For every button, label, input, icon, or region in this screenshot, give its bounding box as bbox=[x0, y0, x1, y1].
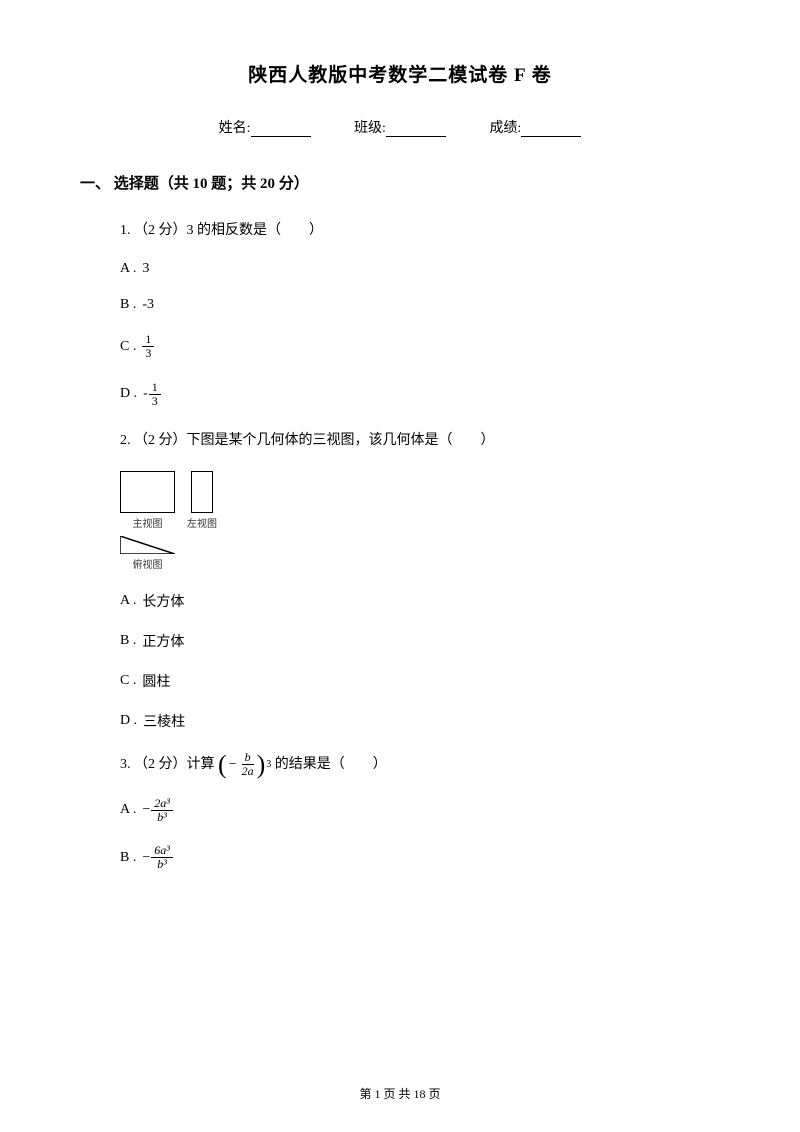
q1-opt-d-label: D . bbox=[120, 386, 137, 402]
main-view-box bbox=[120, 471, 175, 513]
q2-opt-d-label: D . bbox=[120, 713, 137, 729]
q1-option-a: A . 3 bbox=[120, 261, 720, 277]
q2-opt-b-label: B . bbox=[120, 633, 136, 649]
name-blank bbox=[251, 123, 311, 137]
q3-opt-b-label: B . bbox=[120, 850, 136, 866]
q3-opt-b-num: 6a³ bbox=[151, 844, 173, 858]
right-paren-icon: ) bbox=[257, 752, 266, 778]
q1-option-c: C . 1 3 bbox=[120, 333, 720, 360]
q2-main-view: 主视图 bbox=[120, 471, 175, 530]
question-1: 1. （2 分）3 的相反数是（ ） A . 3 B . -3 C . 1 3 … bbox=[120, 218, 720, 408]
q2-opt-b-value: 正方体 bbox=[142, 631, 184, 651]
q3-option-b: B . − 6a³ b³ bbox=[120, 844, 720, 871]
page-footer: 第 1 页 共 18 页 bbox=[0, 1085, 800, 1102]
q2-diagram: 主视图 左视图 俯视图 bbox=[120, 471, 720, 571]
q1-opt-c-num: 1 bbox=[142, 333, 154, 347]
class-blank bbox=[386, 123, 446, 137]
q1-opt-d-fraction: 1 3 bbox=[149, 381, 161, 408]
q3-expr-neg: − bbox=[229, 752, 237, 777]
q1-opt-a-label: A . bbox=[120, 261, 136, 277]
q3-opt-a-den: b³ bbox=[154, 811, 170, 824]
name-field: 姓名: bbox=[219, 117, 311, 137]
exam-title: 陕西人教版中考数学二模试卷 F 卷 bbox=[80, 60, 720, 87]
score-blank bbox=[521, 123, 581, 137]
q1-opt-c-fraction: 1 3 bbox=[142, 333, 154, 360]
q2-left-view: 左视图 bbox=[187, 471, 217, 530]
q3-opt-b-fraction: 6a³ b³ bbox=[151, 844, 173, 871]
q3-opt-b-den: b³ bbox=[154, 858, 170, 871]
q3-expr-fraction: b 2a bbox=[239, 751, 257, 778]
q1-opt-c-den: 3 bbox=[142, 347, 154, 360]
q2-option-b: B . 正方体 bbox=[120, 631, 720, 651]
q2-option-d: D . 三棱柱 bbox=[120, 711, 720, 731]
left-view-label: 左视图 bbox=[187, 515, 217, 530]
question-2: 2. （2 分）下图是某个几何体的三视图，该几何体是（ ） 主视图 左视图 俯视… bbox=[120, 428, 720, 731]
q3-opt-b-neg: − bbox=[142, 850, 150, 866]
q2-opt-a-label: A . bbox=[120, 593, 136, 609]
q3-opt-a-neg: − bbox=[142, 802, 150, 818]
q1-opt-c-label: C . bbox=[120, 339, 136, 355]
class-field: 班级: bbox=[354, 117, 446, 137]
q2-top-view: 俯视图 bbox=[120, 536, 175, 571]
q3-expr-exp: 3 bbox=[266, 756, 271, 774]
q3-text: 3. （2 分）计算 ( − b 2a ) 3 的结果是（ ） bbox=[120, 751, 720, 778]
q2-top-row: 主视图 左视图 bbox=[120, 471, 720, 530]
q2-option-c: C . 圆柱 bbox=[120, 671, 720, 691]
q3-opt-a-fraction: 2a³ b³ bbox=[151, 797, 173, 824]
q2-opt-c-label: C . bbox=[120, 673, 136, 689]
class-label: 班级: bbox=[354, 121, 386, 136]
q2-option-a: A . 长方体 bbox=[120, 591, 720, 611]
q2-opt-c-value: 圆柱 bbox=[142, 671, 170, 691]
q3-suffix: 的结果是（ ） bbox=[275, 757, 387, 772]
q3-prefix: 3. （2 分）计算 bbox=[120, 757, 218, 772]
q1-option-b: B . -3 bbox=[120, 297, 720, 313]
student-info-row: 姓名: 班级: 成绩: bbox=[80, 117, 720, 137]
q1-opt-b-label: B . bbox=[120, 297, 136, 313]
top-view-label: 俯视图 bbox=[133, 556, 163, 571]
q3-opt-a-label: A . bbox=[120, 802, 136, 818]
main-view-label: 主视图 bbox=[133, 515, 163, 530]
name-label: 姓名: bbox=[219, 121, 251, 136]
left-view-box bbox=[191, 471, 213, 513]
q3-option-a: A . − 2a³ b³ bbox=[120, 797, 720, 824]
q2-text: 2. （2 分）下图是某个几何体的三视图，该几何体是（ ） bbox=[120, 428, 720, 453]
left-paren-icon: ( bbox=[218, 752, 227, 778]
score-label: 成绩: bbox=[489, 121, 521, 136]
q3-expression: ( − b 2a ) 3 bbox=[218, 751, 271, 778]
score-field: 成绩: bbox=[489, 117, 581, 137]
q3-expr-num: b bbox=[242, 751, 254, 765]
triangle-icon bbox=[120, 536, 175, 554]
q1-opt-d-neg: - bbox=[143, 386, 148, 402]
question-3: 3. （2 分）计算 ( − b 2a ) 3 的结果是（ ） A . − 2a… bbox=[120, 751, 720, 871]
q1-opt-b-value: -3 bbox=[142, 297, 154, 313]
section-1-header: 一、 选择题（共 10 题；共 20 分） bbox=[80, 172, 720, 193]
q1-option-d: D . - 1 3 bbox=[120, 381, 720, 408]
q2-opt-a-value: 长方体 bbox=[142, 591, 184, 611]
q1-opt-a-value: 3 bbox=[142, 261, 149, 277]
q1-text: 1. （2 分）3 的相反数是（ ） bbox=[120, 218, 720, 243]
q3-expr-den: 2a bbox=[239, 765, 257, 778]
q1-opt-d-num: 1 bbox=[149, 381, 161, 395]
q1-opt-d-den: 3 bbox=[149, 395, 161, 408]
q3-opt-a-num: 2a³ bbox=[151, 797, 173, 811]
q2-opt-d-value: 三棱柱 bbox=[143, 711, 185, 731]
